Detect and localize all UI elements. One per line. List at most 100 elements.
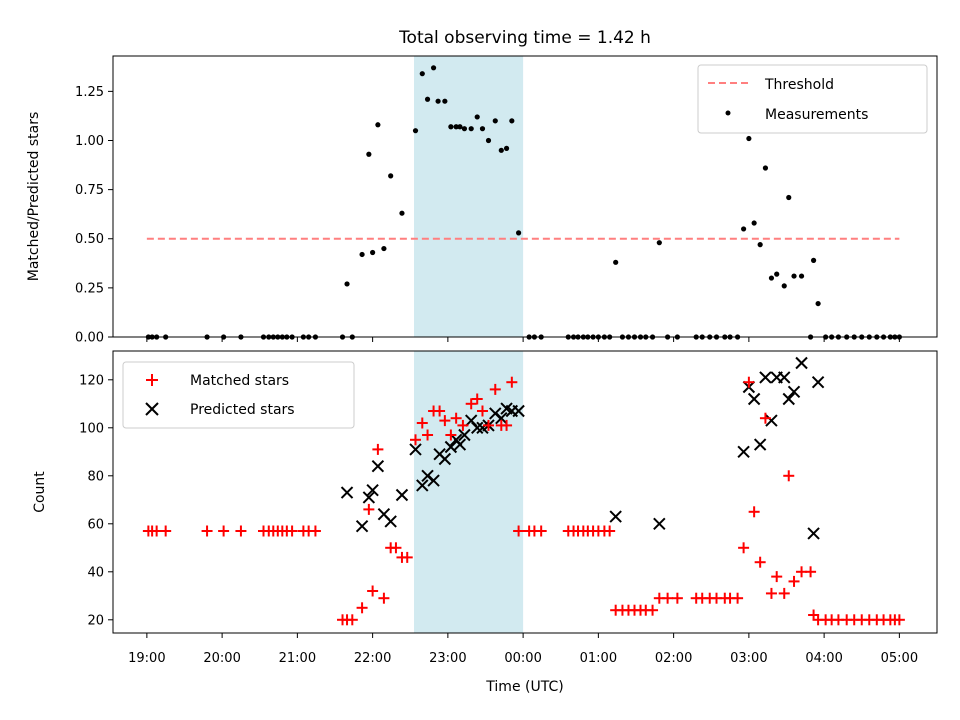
matched-star-point [445,429,457,441]
measurement-point [461,126,468,132]
predicted-star-point [787,385,801,399]
matched-star-point [513,525,525,537]
measurement-point [359,251,365,258]
measurement-point [424,96,431,102]
predicted-star-point [807,527,820,540]
legend-predicted-swatch [145,402,159,416]
predicted-star-point [340,486,354,499]
x-tick-label: 05:00 [881,651,918,666]
top-x-ticks [146,337,900,342]
measurement-point [516,230,522,236]
matched-star-point [346,614,358,626]
measurement-point [741,226,747,232]
y-tick-label: 0.00 [75,331,104,346]
top-legend: Threshold Measurements [697,64,928,134]
x-tick-label: 23:00 [429,651,466,666]
matched-star-point [286,525,298,537]
matched-star-point [671,592,683,604]
matched-star-point [471,393,483,405]
measurement-point [412,128,419,134]
predicted-star-point [355,519,369,533]
predicted-stars-layer [340,356,825,540]
predicted-star-point [737,445,750,459]
matched-star-point [410,434,422,446]
predicted-star-point [512,404,525,418]
x-tick-label: 00:00 [504,651,541,666]
predicted-star-point [782,392,795,406]
x-axis-label: Time (UTC) [485,679,563,695]
x-tick-label: 19:00 [128,651,165,666]
matched-star-point [759,412,771,424]
predicted-star-point [427,474,440,487]
top-plot-frame [112,55,938,338]
matched-stars-layer [142,376,905,626]
predicted-star-point [366,483,379,497]
y-tick-label: 1.00 [75,134,104,149]
y-tick-label: 0.50 [75,232,104,247]
measurement-point [757,242,763,248]
predicted-star-point [453,438,467,451]
measurement-point [453,124,459,130]
y-tick-label: 40 [87,565,104,580]
measurement-point [492,118,498,124]
predicted-star-point [471,421,484,435]
y-tick-label: 0.25 [75,281,104,296]
measurement-point [448,124,454,130]
matched-star-point [465,398,477,410]
legend-predicted-label: Predicted stars [190,402,295,418]
measurement-point [815,300,821,307]
matched-star-point [309,525,321,537]
matched-star-point [363,503,375,515]
x-tick-label: 04:00 [805,651,842,666]
matched-star-point [483,419,495,431]
x-tick-label: 21:00 [279,651,316,666]
predicted-star-point [765,414,778,427]
legend-measurements-label: Measurements [765,107,868,123]
measurement-point [791,273,797,279]
matched-star-point [372,443,384,455]
chart-title: Total observing time = 1.42 h [398,28,651,48]
observing-window-shade-bottom [414,351,524,633]
measurement-point [509,118,515,124]
measurement-point [768,275,775,281]
predicted-star-point [747,392,761,406]
matched-star-point [201,525,213,537]
predicted-star-point [753,438,767,451]
predicted-star-point [495,411,508,425]
measurement-point [774,271,780,277]
x-tick-label: 02:00 [655,651,692,666]
measurement-point [375,122,381,128]
matched-star-point [783,470,795,482]
measurement-point [381,245,387,252]
legend-matched-swatch [146,374,158,386]
y-tick-label: 1.25 [75,85,104,100]
measurement-point [366,151,372,157]
bottom-legend: Matched stars Predicted stars [122,361,355,429]
predicted-star-point [653,517,666,531]
predicted-star-point [778,371,791,384]
matched-star-point [457,419,469,431]
measurement-point [762,165,769,171]
matched-star-point [732,592,744,604]
measurement-point [388,173,394,179]
matched-star-point [422,429,434,441]
matched-star-point [738,542,750,554]
predicted-star-point [795,356,808,370]
matched-star-point [450,412,462,424]
legend-threshold-label: Threshold [764,77,834,93]
matched-star-point [416,417,428,429]
legend-measurements-swatch [725,110,731,116]
matched-star-point [662,592,674,604]
measurement-point [613,259,619,265]
measurement-point [435,98,441,104]
x-tick-label: 01:00 [580,651,617,666]
bottom-legend-box [122,361,355,429]
matched-star-point [378,592,390,604]
predicted-star-point [384,515,397,528]
top-y-axis: 0.00 0.25 0.50 0.75 1.00 1.25 [75,85,113,346]
bottom-y-axis-label: Count [32,471,48,513]
y-tick-label: 120 [79,373,104,388]
predicted-star-point [458,428,471,442]
matched-star-point [390,542,402,554]
matched-star-point [218,525,230,537]
